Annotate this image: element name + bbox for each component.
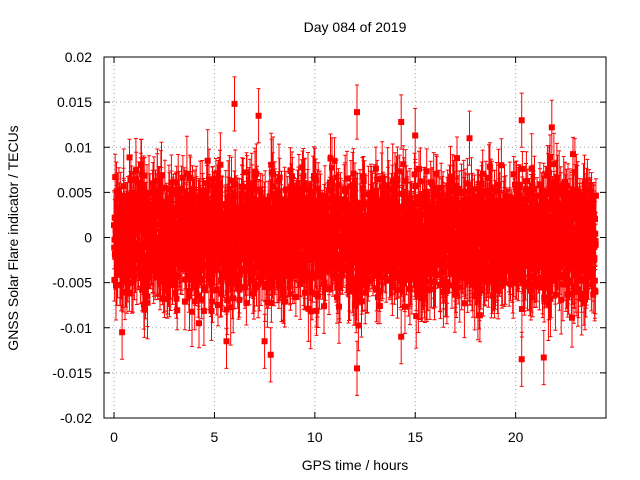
y-tick-label: 0.01 — [65, 139, 92, 155]
x-tick-label: 20 — [508, 429, 524, 445]
data-series — [111, 76, 599, 396]
data-points — [111, 100, 599, 372]
x-axis-label: GPS time / hours — [302, 457, 409, 473]
y-tick-label: 0.015 — [57, 94, 92, 110]
y-tick-label: 0 — [84, 230, 92, 246]
axes: 0 5 10 15 20 -0.02 -0.015 -0.01 -0.005 0 0.005 0.01… — [52, 49, 606, 445]
x-tick-label: 15 — [407, 429, 423, 445]
chart-title: Day 084 of 2019 — [304, 19, 407, 35]
y-tick-label: -0.01 — [60, 320, 92, 336]
y-axis-label: GNSS Solar Flare indicator / TECUs — [5, 125, 21, 350]
x-tick-label: 10 — [307, 429, 323, 445]
y-tick-label: 0.005 — [57, 184, 92, 200]
y-tick-label: -0.015 — [52, 365, 92, 381]
y-tick-label: -0.02 — [60, 410, 92, 426]
x-tick-label: 0 — [110, 429, 118, 445]
y-tick-label: 0.02 — [65, 49, 92, 65]
x-tick-label: 5 — [211, 429, 219, 445]
y-tick-label: -0.005 — [52, 275, 92, 291]
